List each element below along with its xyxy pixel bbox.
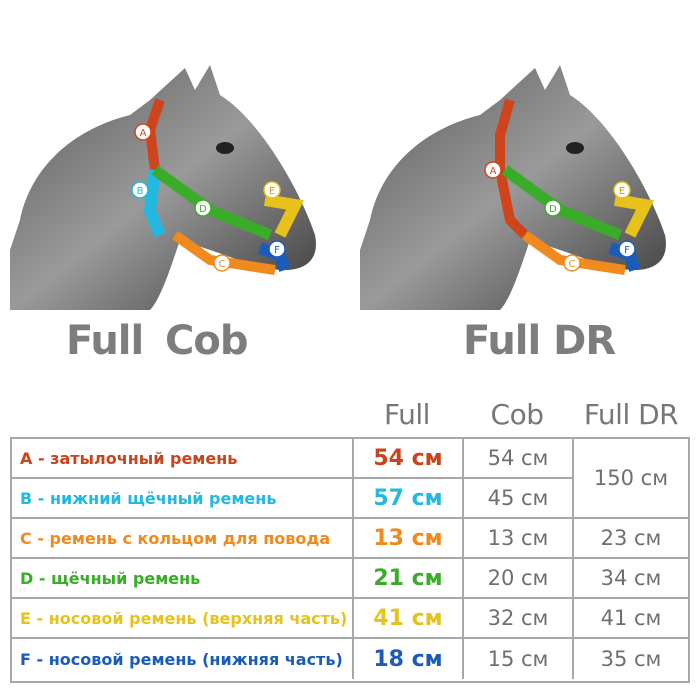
cell-full-dr: 23 см xyxy=(572,519,688,557)
cell-cob: 54 см xyxy=(462,439,572,477)
cell-full: 18 см xyxy=(352,639,462,679)
marker-a: A xyxy=(140,128,147,139)
table-row: A - затылочный ремень 54 см 54 см xyxy=(12,439,688,479)
cell-cob: 20 см xyxy=(462,559,572,597)
marker-e: E xyxy=(619,186,625,197)
row-label: C - ремень с кольцом для повода xyxy=(20,528,331,548)
marker-d: D xyxy=(549,204,557,215)
row-label: E - носовой ремень (верхняя часть) xyxy=(20,608,348,628)
cell-cob: 15 см xyxy=(462,639,572,679)
cell-cob: 45 см xyxy=(462,479,572,517)
row-label: F - носовой ремень (нижняя часть) xyxy=(20,649,343,669)
caption-cob: Cob xyxy=(165,318,248,364)
cell-full: 57 см xyxy=(352,479,462,517)
marker-d: D xyxy=(199,204,207,215)
horse-halter-illustration-full-dr: A C D E F xyxy=(360,20,680,310)
row-label: A - затылочный ремень xyxy=(20,448,238,468)
column-header-full: Full xyxy=(384,398,430,431)
cell-full: 41 см xyxy=(352,599,462,637)
marker-e: E xyxy=(269,186,275,197)
marker-c: C xyxy=(219,259,226,270)
cell-full: 21 см xyxy=(352,559,462,597)
cell-full-dr-merged: 150 см xyxy=(572,439,688,519)
column-header-cob: Cob xyxy=(490,398,544,431)
caption-full-dr: Full DR xyxy=(463,318,616,364)
cell-full-dr: 34 см xyxy=(572,559,688,597)
marker-a: A xyxy=(490,166,497,177)
cell-full-dr: 35 см xyxy=(572,639,688,679)
table-row: F - носовой ремень (нижняя часть) 18 см … xyxy=(12,639,688,679)
size-table: A - затылочный ремень 54 см 54 см 150 см… xyxy=(10,437,690,683)
cell-cob: 32 см xyxy=(462,599,572,637)
marker-c: C xyxy=(569,259,576,270)
table-row: C - ремень с кольцом для повода 13 см 13… xyxy=(12,519,688,559)
row-label: D - щёчный ремень xyxy=(20,568,201,588)
cell-cob: 13 см xyxy=(462,519,572,557)
marker-f: F xyxy=(274,245,280,256)
cell-full-dr: 41 см xyxy=(572,599,688,637)
caption-full: Full xyxy=(66,318,144,364)
horse-halter-illustration-full-cob: A B C D E F xyxy=(10,20,330,310)
column-header-full-dr: Full DR xyxy=(583,398,679,431)
table-row: D - щёчный ремень 21 см 20 см 34 см xyxy=(12,559,688,599)
row-label: B - нижний щёчный ремень xyxy=(20,488,277,508)
table-row: B - нижний щёчный ремень 57 см 45 см xyxy=(12,479,688,519)
marker-b: B xyxy=(137,186,144,197)
table-row: E - носовой ремень (верхняя часть) 41 см… xyxy=(12,599,688,639)
marker-f: F xyxy=(624,245,630,256)
cell-full: 13 см xyxy=(352,519,462,557)
cell-full: 54 см xyxy=(352,439,462,477)
